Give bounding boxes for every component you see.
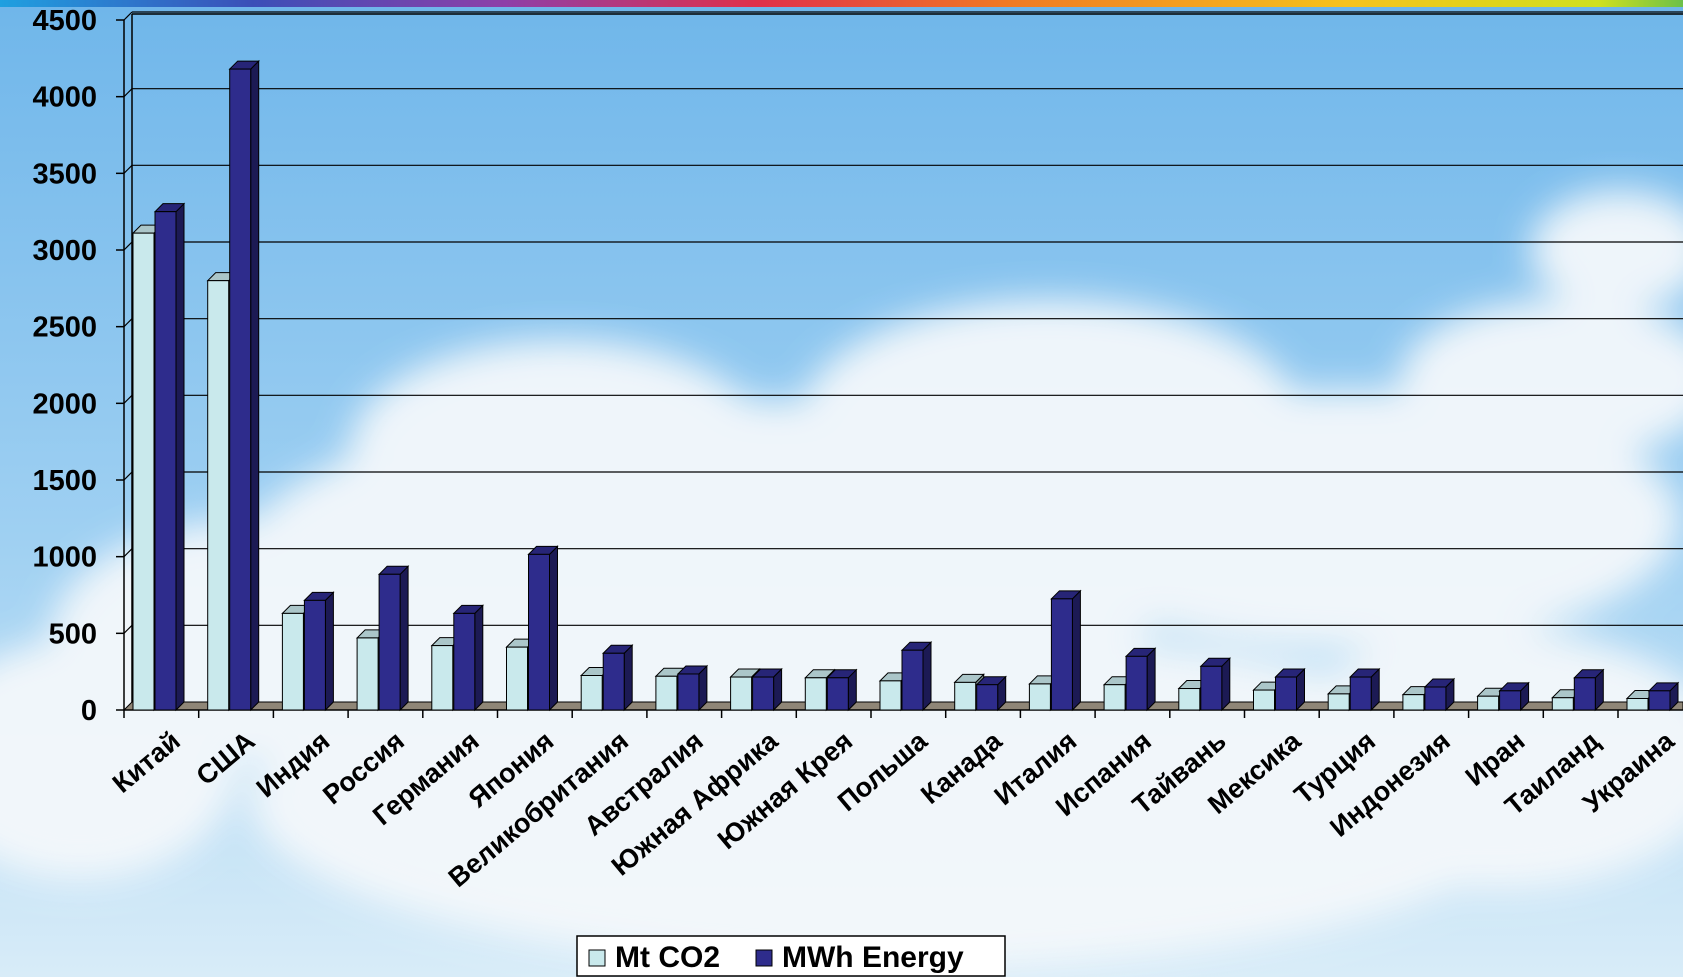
- y-tick-label: 1500: [32, 465, 97, 497]
- bar-energy: [601, 644, 634, 712]
- bar-energy: [1573, 668, 1605, 712]
- y-tick-label: 1000: [32, 542, 97, 574]
- bar-energy: [1348, 667, 1381, 712]
- bar-energy: [900, 640, 933, 712]
- bar-energy: [1124, 647, 1157, 712]
- gridline-side: [123, 318, 133, 328]
- y-tick-label: 2000: [32, 388, 97, 420]
- bar-energy: [975, 675, 1007, 712]
- bar-energy: [1199, 657, 1232, 712]
- bar-energy: [1423, 677, 1456, 712]
- legend-label-co2: Mt CO2: [615, 941, 720, 974]
- y-tick-label: 3000: [32, 235, 97, 267]
- bar-energy: [751, 667, 783, 712]
- bar-energy: [1498, 681, 1530, 712]
- y-tick-label: 3500: [32, 158, 97, 190]
- y-tick-label: 4500: [32, 5, 97, 37]
- bar-energy: [826, 668, 858, 712]
- bar-energy: [1050, 589, 1082, 712]
- legend: Mt CO2 MWh Energy: [576, 935, 1006, 977]
- bar-energy: [1274, 667, 1306, 712]
- bar-energy: [377, 565, 410, 712]
- gridline-side: [123, 548, 133, 558]
- bar-energy: [228, 59, 260, 712]
- bar-energy: [527, 545, 559, 712]
- y-tick-label: 500: [49, 618, 97, 650]
- gridline-side: [123, 241, 133, 251]
- legend-swatch-co2: [588, 949, 606, 967]
- gridline-side: [123, 11, 133, 21]
- gridline-side: [123, 624, 133, 634]
- bar-energy: [303, 591, 335, 712]
- legend-swatch-energy: [755, 949, 773, 967]
- bar-energy: [676, 664, 709, 712]
- gridline-side: [123, 88, 133, 98]
- y-tick-label: 2500: [32, 312, 97, 344]
- bar-energy: [1647, 681, 1680, 712]
- legend-box: [576, 935, 1006, 977]
- bar-energy: [452, 604, 485, 712]
- legend-label-energy: MWh Energy: [782, 941, 964, 974]
- gridline-side: [123, 164, 133, 174]
- bar-energy: [153, 202, 186, 712]
- y-tick-label: 4000: [32, 82, 97, 114]
- y-tick-label: 0: [81, 695, 97, 727]
- gridline-side: [123, 394, 133, 404]
- gridline-side: [123, 471, 133, 481]
